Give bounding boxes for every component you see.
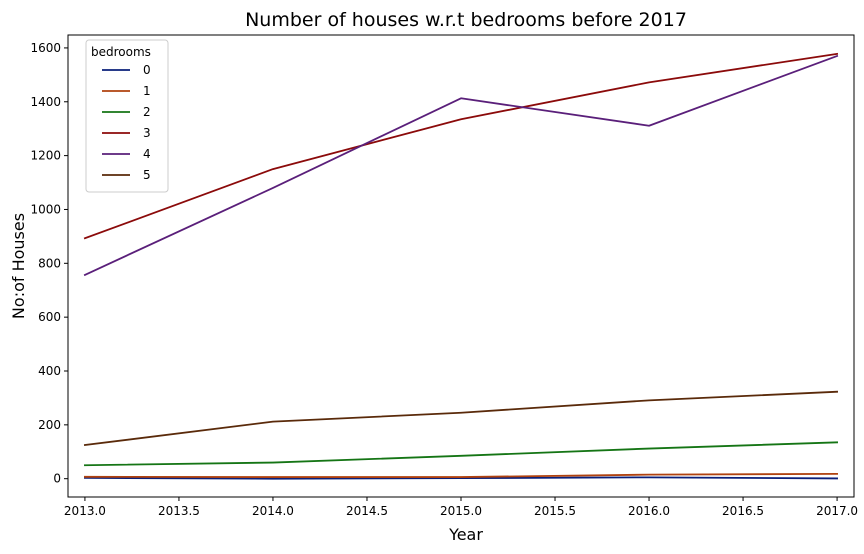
x-tick-label: 2013.5 — [158, 504, 200, 518]
y-tick-label: 0 — [53, 472, 61, 486]
y-tick-label: 400 — [38, 364, 61, 378]
legend-label-4: 4 — [143, 147, 151, 161]
x-tick-label: 2016.0 — [628, 504, 670, 518]
plot-frame — [67, 34, 855, 498]
plot-area: 2013.0 2013.5 2014.0 2014.5 2015.0 2015.5 2016… — [30, 34, 858, 518]
y-tick-label: 200 — [38, 418, 61, 432]
series-line-5 — [83, 390, 839, 447]
series-line-3 — [83, 52, 839, 240]
legend-label-3: 3 — [143, 126, 151, 140]
x-tick-label: 2014.5 — [346, 504, 388, 518]
y-axis-label: No:of Houses — [9, 213, 28, 319]
legend-label-2: 2 — [143, 105, 151, 119]
series-line-1 — [84, 472, 838, 478]
series-line-0 — [84, 476, 838, 480]
x-tick-label: 2017.0 — [816, 504, 858, 518]
x-tick-label: 2013.0 — [64, 504, 106, 518]
chart-title: Number of houses w.r.t bedrooms before 2… — [245, 9, 687, 31]
x-tick-label: 2014.0 — [252, 504, 294, 518]
series-line-4 — [83, 54, 839, 277]
legend-title: bedrooms — [91, 45, 151, 59]
x-tick-label: 2015.0 — [440, 504, 482, 518]
x-tick-label: 2016.5 — [722, 504, 764, 518]
series-line-2 — [84, 441, 839, 467]
legend: bedrooms 0 1 2 3 4 5 — [85, 39, 169, 193]
legend-label-0: 0 — [143, 63, 151, 77]
y-tick-label: 1000 — [30, 202, 61, 216]
y-tick-label: 600 — [38, 310, 61, 324]
legend-label-1: 1 — [143, 84, 151, 98]
y-tick-label: 1400 — [30, 95, 61, 109]
legend-label-5: 5 — [143, 168, 151, 182]
x-tick-label: 2015.5 — [534, 504, 576, 518]
y-tick-label: 1600 — [30, 41, 61, 55]
y-tick-label: 800 — [38, 256, 61, 270]
y-tick-label: 1200 — [30, 149, 61, 163]
legend-box — [85, 39, 169, 193]
x-axis-label: Year — [448, 525, 483, 544]
